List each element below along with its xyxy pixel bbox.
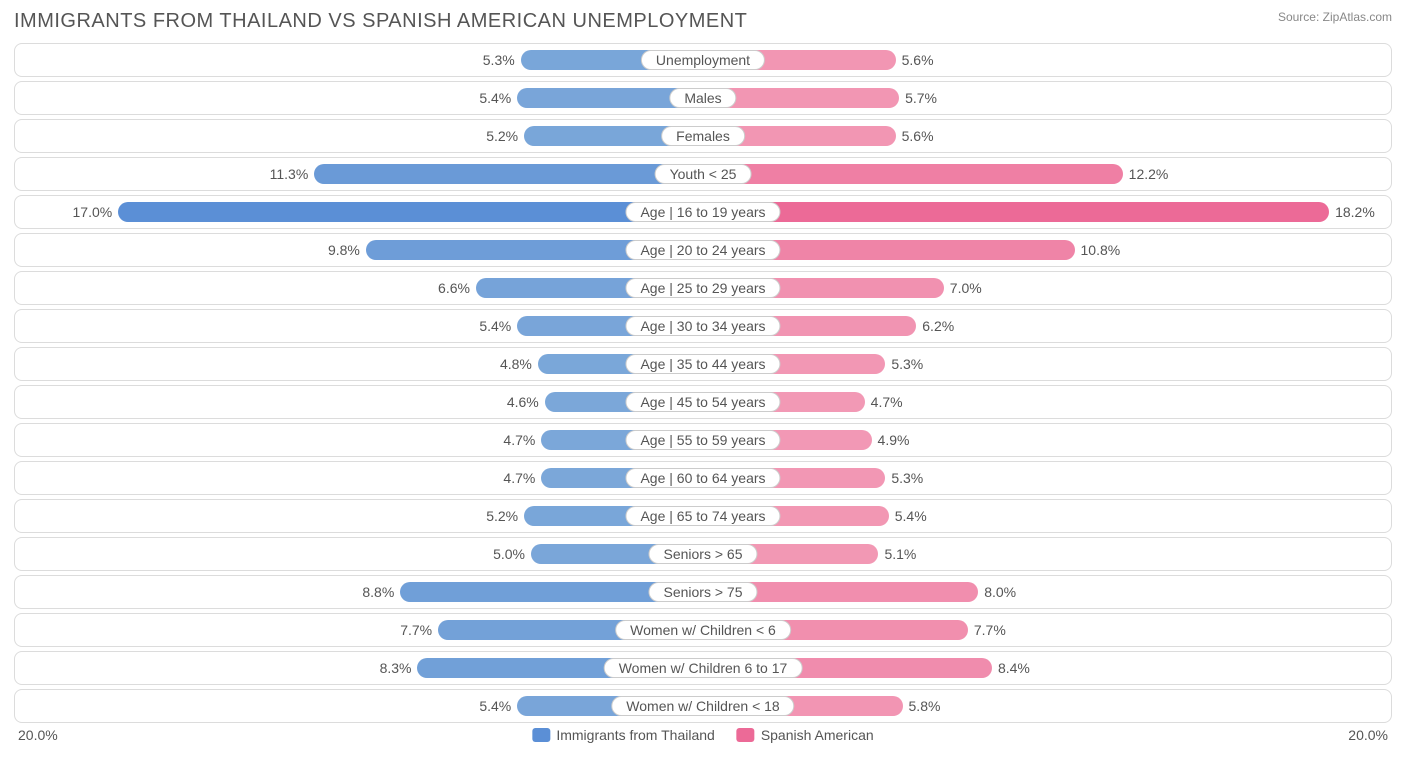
legend: Immigrants from Thailand Spanish America… — [532, 727, 873, 743]
legend-item-left: Immigrants from Thailand — [532, 727, 714, 743]
bar-value-right: 5.4% — [895, 508, 927, 524]
chart-row: 5.2% 5.4% Age | 65 to 74 years — [14, 499, 1392, 533]
category-label: Age | 45 to 54 years — [625, 392, 780, 412]
bar-value-left: 5.0% — [493, 546, 525, 562]
category-label: Age | 65 to 74 years — [625, 506, 780, 526]
category-label: Males — [669, 88, 736, 108]
bar-value-right: 6.2% — [922, 318, 954, 334]
axis-max-right: 20.0% — [1348, 727, 1388, 743]
category-label: Women w/ Children 6 to 17 — [604, 658, 803, 678]
category-label: Age | 20 to 24 years — [625, 240, 780, 260]
bar-value-right: 10.8% — [1081, 242, 1121, 258]
bar-value-right: 5.1% — [884, 546, 916, 562]
bar-left: 17.0% — [118, 202, 703, 222]
x-axis: 20.0% Immigrants from Thailand Spanish A… — [14, 727, 1392, 743]
chart-row: 5.3% 5.6% Unemployment — [14, 43, 1392, 77]
category-label: Youth < 25 — [655, 164, 752, 184]
chart-title: IMMIGRANTS FROM THAILAND VS SPANISH AMER… — [14, 10, 747, 33]
legend-swatch-right — [737, 728, 755, 742]
category-label: Age | 55 to 59 years — [625, 430, 780, 450]
chart-row: 5.4% 5.8% Women w/ Children < 18 — [14, 689, 1392, 723]
chart-row: 4.7% 4.9% Age | 55 to 59 years — [14, 423, 1392, 457]
bar-value-left: 5.4% — [479, 318, 511, 334]
bar-value-left: 5.2% — [486, 508, 518, 524]
legend-item-right: Spanish American — [737, 727, 874, 743]
chart-row: 8.3% 8.4% Women w/ Children 6 to 17 — [14, 651, 1392, 685]
bar-value-left: 5.2% — [486, 128, 518, 144]
category-label: Seniors > 75 — [649, 582, 758, 602]
category-label: Unemployment — [641, 50, 765, 70]
category-label: Age | 60 to 64 years — [625, 468, 780, 488]
chart-row: 9.8% 10.8% Age | 20 to 24 years — [14, 233, 1392, 267]
chart-row: 4.7% 5.3% Age | 60 to 64 years — [14, 461, 1392, 495]
chart-row: 8.8% 8.0% Seniors > 75 — [14, 575, 1392, 609]
bar-value-left: 4.7% — [503, 432, 535, 448]
chart-row: 4.8% 5.3% Age | 35 to 44 years — [14, 347, 1392, 381]
bar-value-right: 5.7% — [905, 90, 937, 106]
bar-value-right: 18.2% — [1335, 204, 1375, 220]
bar-value-right: 8.0% — [984, 584, 1016, 600]
bar-value-right: 4.7% — [871, 394, 903, 410]
bar-value-right: 5.8% — [909, 698, 941, 714]
category-label: Women w/ Children < 18 — [611, 696, 794, 716]
bar-value-left: 17.0% — [73, 204, 113, 220]
axis-max-left: 20.0% — [18, 727, 58, 743]
chart-row: 5.4% 5.7% Males — [14, 81, 1392, 115]
chart-row: 6.6% 7.0% Age | 25 to 29 years — [14, 271, 1392, 305]
bar-value-left: 8.3% — [380, 660, 412, 676]
bar-value-left: 6.6% — [438, 280, 470, 296]
bar-value-right: 8.4% — [998, 660, 1030, 676]
chart-row: 5.2% 5.6% Females — [14, 119, 1392, 153]
category-label: Females — [661, 126, 745, 146]
bar-value-right: 5.6% — [902, 52, 934, 68]
bar-value-right: 7.0% — [950, 280, 982, 296]
bar-value-left: 4.6% — [507, 394, 539, 410]
bar-value-left: 5.4% — [479, 698, 511, 714]
bar-value-left: 5.4% — [479, 90, 511, 106]
bar-value-left: 4.7% — [503, 470, 535, 486]
chart-row: 17.0%18.2%Age | 16 to 19 years — [14, 195, 1392, 229]
category-label: Age | 25 to 29 years — [625, 278, 780, 298]
chart-row: 7.7% 7.7% Women w/ Children < 6 — [14, 613, 1392, 647]
legend-label-left: Immigrants from Thailand — [556, 727, 714, 743]
category-label: Age | 30 to 34 years — [625, 316, 780, 336]
category-label: Seniors > 65 — [649, 544, 758, 564]
chart-row: 5.4% 6.2% Age | 30 to 34 years — [14, 309, 1392, 343]
category-label: Age | 16 to 19 years — [625, 202, 780, 222]
bar-right: 18.2% — [703, 202, 1329, 222]
bar-value-right: 12.2% — [1129, 166, 1169, 182]
bar-left: 11.3% — [314, 164, 703, 184]
bar-value-right: 5.3% — [891, 356, 923, 372]
category-label: Age | 35 to 44 years — [625, 354, 780, 374]
bar-value-left: 5.3% — [483, 52, 515, 68]
chart-row: 11.3%12.2%Youth < 25 — [14, 157, 1392, 191]
diverging-bar-chart: 5.3% 5.6% Unemployment 5.4% 5.7% Males 5.2% 5.6… — [14, 43, 1392, 723]
bar-value-left: 7.7% — [400, 622, 432, 638]
bar-value-left: 4.8% — [500, 356, 532, 372]
bar-value-left: 8.8% — [362, 584, 394, 600]
bar-value-right: 5.6% — [902, 128, 934, 144]
source-attribution: Source: ZipAtlas.com — [1278, 10, 1392, 24]
legend-label-right: Spanish American — [761, 727, 874, 743]
bar-value-right: 4.9% — [878, 432, 910, 448]
bar-value-right: 7.7% — [974, 622, 1006, 638]
bar-value-right: 5.3% — [891, 470, 923, 486]
bar-right: 12.2% — [703, 164, 1123, 184]
chart-row: 5.0% 5.1% Seniors > 65 — [14, 537, 1392, 571]
bar-value-left: 9.8% — [328, 242, 360, 258]
legend-swatch-left — [532, 728, 550, 742]
bar-value-left: 11.3% — [270, 166, 309, 182]
category-label: Women w/ Children < 6 — [615, 620, 791, 640]
chart-row: 4.6% 4.7% Age | 45 to 54 years — [14, 385, 1392, 419]
